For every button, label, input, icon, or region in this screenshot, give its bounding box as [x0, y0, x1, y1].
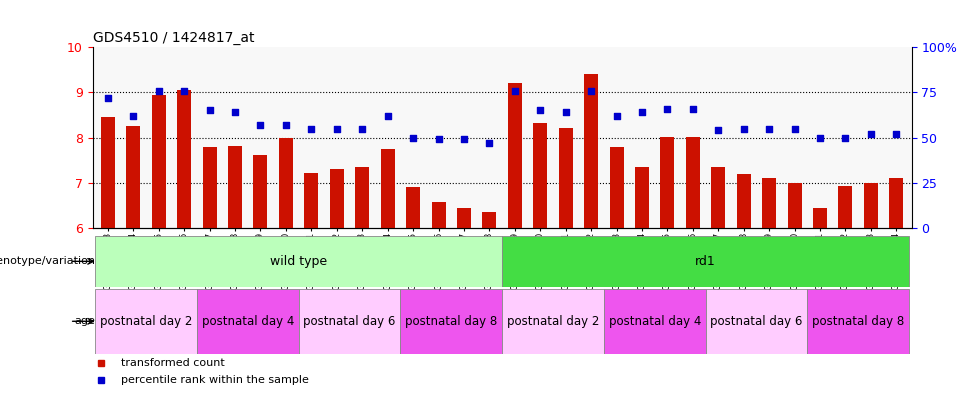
Bar: [864, 183, 878, 228]
Bar: [584, 74, 598, 228]
Point: [380, 113, 396, 119]
Bar: [380, 149, 395, 228]
Point: [406, 134, 421, 141]
Point: [456, 136, 472, 143]
Point: [736, 125, 752, 132]
Text: postnatal day 8: postnatal day 8: [406, 315, 497, 328]
Point: [532, 107, 548, 114]
Point: [558, 109, 573, 116]
Point: [482, 140, 497, 146]
Bar: [152, 95, 166, 228]
Text: transformed count: transformed count: [121, 358, 225, 368]
Point: [761, 125, 777, 132]
Bar: [712, 167, 725, 228]
Bar: [457, 208, 471, 228]
Point: [888, 131, 904, 137]
Bar: [330, 169, 344, 228]
Point: [634, 109, 649, 116]
Point: [126, 113, 141, 119]
Text: postnatal day 2: postnatal day 2: [507, 315, 600, 328]
Bar: [508, 83, 522, 228]
Point: [812, 134, 828, 141]
Bar: [279, 138, 292, 228]
Text: percentile rank within the sample: percentile rank within the sample: [121, 375, 309, 386]
Bar: [609, 147, 624, 228]
Bar: [298, 289, 401, 354]
Text: age: age: [74, 316, 96, 326]
Point: [278, 122, 293, 128]
Text: postnatal day 4: postnatal day 4: [608, 315, 701, 328]
Bar: [96, 236, 502, 287]
Text: postnatal day 8: postnatal day 8: [812, 315, 905, 328]
Bar: [401, 289, 502, 354]
Point: [863, 131, 878, 137]
Point: [431, 136, 447, 143]
Point: [660, 105, 676, 112]
Text: GDS4510 / 1424817_at: GDS4510 / 1424817_at: [93, 31, 254, 45]
Bar: [838, 186, 852, 228]
Bar: [559, 128, 572, 228]
Text: wild type: wild type: [270, 255, 328, 268]
Point: [608, 113, 624, 119]
Bar: [407, 187, 420, 228]
Point: [151, 87, 167, 94]
Bar: [533, 123, 547, 228]
Bar: [127, 126, 140, 228]
Text: rd1: rd1: [695, 255, 716, 268]
Bar: [762, 178, 776, 228]
Text: genotype/variation: genotype/variation: [0, 256, 96, 266]
Point: [583, 87, 599, 94]
Point: [202, 107, 217, 114]
Point: [711, 127, 726, 134]
Point: [355, 125, 370, 132]
Point: [329, 125, 344, 132]
Point: [253, 122, 268, 128]
Bar: [788, 183, 801, 228]
Bar: [660, 137, 675, 228]
Bar: [432, 202, 446, 228]
Point: [685, 105, 701, 112]
Point: [176, 87, 192, 94]
Text: postnatal day 2: postnatal day 2: [99, 315, 192, 328]
Bar: [483, 212, 496, 228]
Bar: [304, 173, 319, 228]
Text: postnatal day 6: postnatal day 6: [303, 315, 396, 328]
Point: [227, 109, 243, 116]
Bar: [604, 289, 706, 354]
Point: [507, 87, 523, 94]
Text: postnatal day 6: postnatal day 6: [710, 315, 802, 328]
Point: [838, 134, 853, 141]
Bar: [685, 137, 700, 228]
Bar: [100, 117, 115, 228]
Bar: [177, 90, 191, 228]
Bar: [254, 155, 267, 228]
Bar: [228, 146, 242, 228]
Bar: [889, 178, 904, 228]
Point: [787, 125, 802, 132]
Bar: [197, 289, 298, 354]
Bar: [502, 289, 604, 354]
Bar: [635, 167, 649, 228]
Bar: [96, 289, 197, 354]
Point: [303, 125, 319, 132]
Point: [100, 95, 116, 101]
Bar: [502, 236, 909, 287]
Bar: [737, 174, 751, 228]
Bar: [355, 167, 370, 228]
Bar: [203, 147, 216, 228]
Bar: [706, 289, 807, 354]
Text: postnatal day 4: postnatal day 4: [202, 315, 294, 328]
Bar: [813, 208, 827, 228]
Bar: [807, 289, 909, 354]
